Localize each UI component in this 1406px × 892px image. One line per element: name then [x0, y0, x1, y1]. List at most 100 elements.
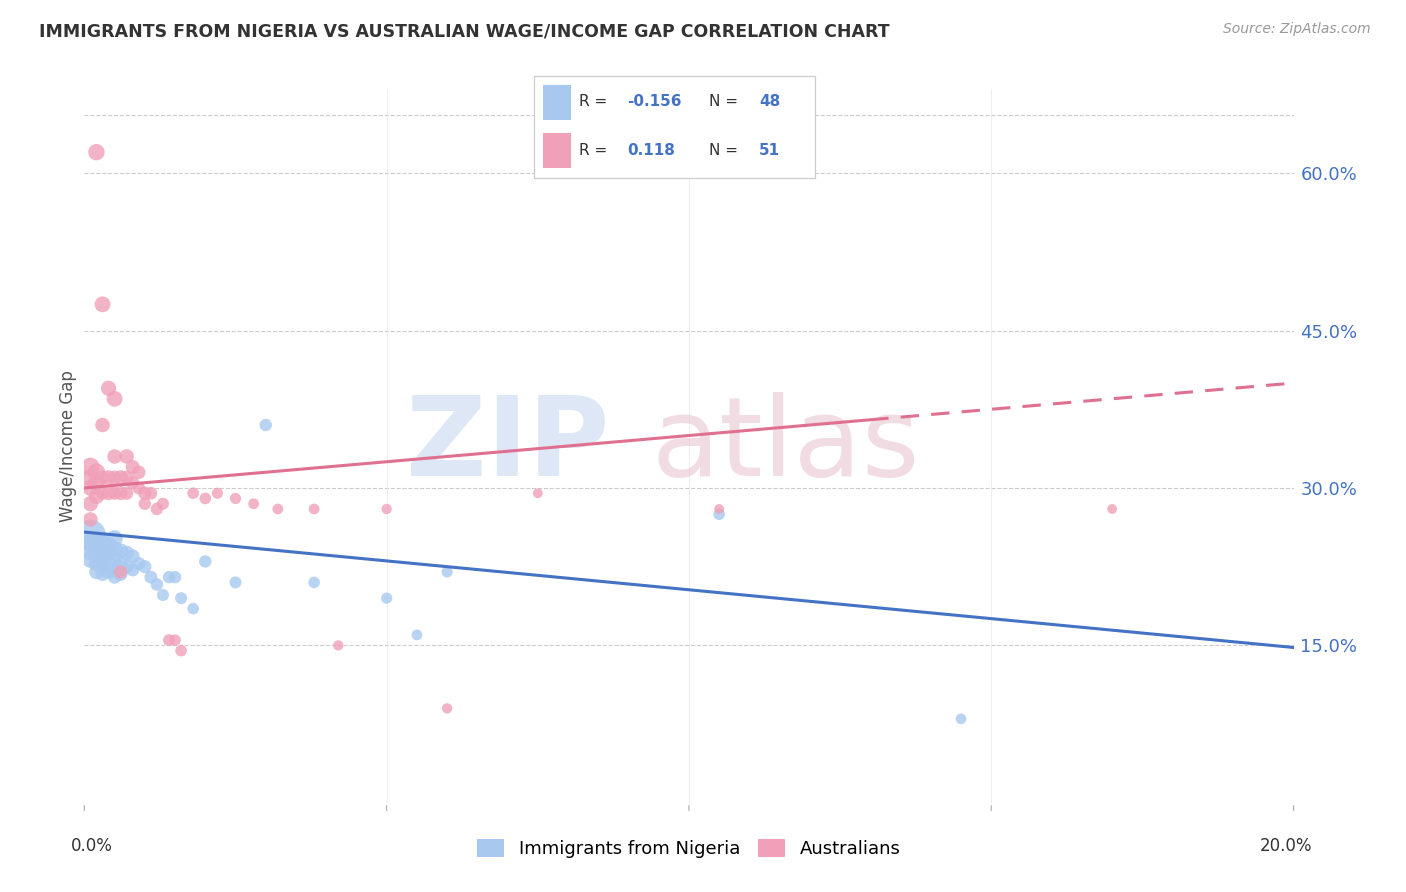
Point: [709, 502, 731, 516]
Text: Source: ZipAtlas.com: Source: ZipAtlas.com: [1223, 22, 1371, 37]
Point: [79, 544, 101, 558]
Point: [97, 539, 120, 553]
Text: R =: R =: [579, 94, 613, 109]
Point: [97, 557, 120, 571]
Point: [104, 470, 127, 484]
Point: [121, 475, 143, 490]
Point: [110, 544, 132, 558]
Point: [104, 570, 127, 584]
Point: [110, 470, 132, 484]
Text: atlas: atlas: [651, 392, 920, 500]
Point: [128, 465, 150, 479]
Point: [91, 486, 114, 500]
Point: [194, 491, 217, 506]
Point: [328, 639, 350, 653]
Text: IMMIGRANTS FROM NIGERIA VS AUSTRALIAN WAGE/INCOME GAP CORRELATION CHART: IMMIGRANTS FROM NIGERIA VS AUSTRALIAN WA…: [39, 22, 890, 40]
Point: [91, 470, 114, 484]
Point: [375, 591, 398, 606]
Point: [165, 633, 187, 648]
Text: N =: N =: [709, 144, 742, 158]
Point: [181, 601, 204, 615]
Bar: [543, 85, 571, 120]
Y-axis label: Wage/Income Gap: Wage/Income Gap: [59, 370, 77, 522]
Point: [225, 491, 247, 506]
Point: [302, 502, 325, 516]
Point: [1101, 502, 1123, 516]
Point: [115, 559, 138, 574]
Text: R =: R =: [579, 144, 617, 158]
Point: [91, 535, 114, 549]
Point: [86, 475, 108, 490]
Point: [91, 417, 114, 432]
Point: [97, 486, 120, 500]
Point: [79, 512, 101, 526]
Point: [139, 570, 162, 584]
Point: [86, 557, 108, 571]
Point: [91, 559, 114, 574]
Point: [110, 486, 132, 500]
Point: [97, 546, 120, 560]
Point: [254, 417, 277, 432]
Point: [79, 470, 101, 484]
Bar: [543, 133, 571, 168]
Point: [194, 554, 217, 568]
Point: [110, 567, 132, 582]
Text: N =: N =: [709, 94, 742, 109]
Point: [110, 565, 132, 579]
Text: ZIP: ZIP: [406, 392, 609, 500]
Point: [139, 486, 162, 500]
Point: [79, 535, 101, 549]
Point: [527, 486, 550, 500]
Text: 0.118: 0.118: [627, 144, 675, 158]
Point: [104, 392, 127, 406]
Point: [146, 577, 169, 591]
Point: [375, 502, 398, 516]
Point: [267, 502, 290, 516]
Point: [134, 497, 156, 511]
Point: [86, 465, 108, 479]
Point: [302, 575, 325, 590]
Point: [79, 481, 101, 495]
Point: [170, 643, 193, 657]
Point: [104, 450, 127, 464]
Point: [104, 532, 127, 546]
Point: [134, 559, 156, 574]
Point: [436, 565, 458, 579]
Point: [115, 450, 138, 464]
Point: [104, 486, 127, 500]
Point: [79, 528, 101, 542]
Point: [86, 489, 108, 503]
Point: [86, 533, 108, 548]
Point: [79, 497, 101, 511]
Point: [79, 460, 101, 475]
Text: 0.0%: 0.0%: [70, 837, 112, 855]
Point: [152, 497, 174, 511]
Point: [97, 381, 120, 395]
Text: 51: 51: [759, 144, 780, 158]
Point: [121, 563, 143, 577]
Point: [121, 460, 143, 475]
Point: [242, 497, 264, 511]
Point: [170, 591, 193, 606]
Point: [104, 541, 127, 556]
Point: [157, 570, 180, 584]
Point: [86, 565, 108, 579]
Point: [104, 552, 127, 566]
Point: [86, 541, 108, 556]
Point: [115, 486, 138, 500]
Point: [115, 546, 138, 560]
Point: [406, 628, 429, 642]
Point: [91, 544, 114, 558]
Point: [115, 470, 138, 484]
Point: [709, 507, 731, 521]
Point: [134, 486, 156, 500]
Text: 20.0%: 20.0%: [1260, 837, 1313, 855]
Point: [97, 470, 120, 484]
Point: [157, 633, 180, 648]
Point: [79, 552, 101, 566]
Point: [950, 712, 973, 726]
Point: [225, 575, 247, 590]
Point: [86, 549, 108, 564]
Point: [436, 701, 458, 715]
Text: -0.156: -0.156: [627, 94, 682, 109]
